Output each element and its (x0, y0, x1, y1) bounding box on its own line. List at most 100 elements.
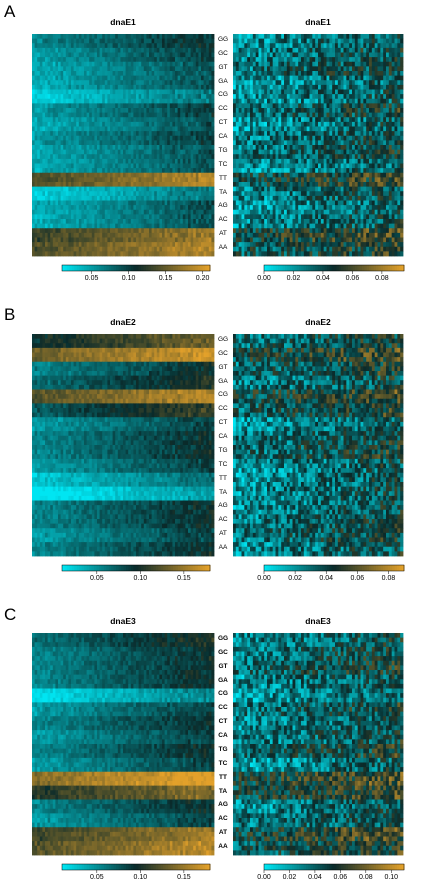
heatmap-cell (73, 94, 77, 100)
heatmap-cell (55, 117, 59, 123)
heatmap-cell (352, 75, 356, 81)
heatmap-cell (58, 47, 61, 53)
heatmap-cell (267, 71, 271, 77)
heatmap-cell (289, 84, 293, 90)
heatmap-cell (335, 121, 339, 127)
heatmap-cell (162, 149, 165, 155)
heatmap-cell (272, 89, 276, 95)
heatmap-cell (154, 172, 158, 178)
heatmap-cell (337, 43, 342, 49)
heatmap-cell (182, 232, 186, 238)
heatmap-cell (71, 195, 74, 201)
heatmap-cell (326, 131, 330, 137)
heatmap-cell (391, 43, 395, 49)
heatmap-cell (175, 57, 178, 63)
heatmap-cell (203, 71, 207, 77)
heatmap-cell (162, 66, 165, 72)
heatmap-cell (185, 191, 189, 197)
heatmap-cell (162, 182, 165, 188)
heatmap-cell (65, 75, 69, 81)
heatmap-cell (143, 103, 147, 109)
heatmap-cell (182, 98, 186, 104)
heatmap-cell (180, 242, 184, 248)
heatmap-cell (267, 94, 271, 100)
heatmap-cell (275, 131, 279, 137)
heatmap-cell (138, 145, 142, 151)
heatmap-cell (369, 57, 373, 63)
heatmap-cell (377, 43, 381, 49)
heatmap-cell (112, 71, 116, 77)
heatmap-cell (167, 223, 171, 229)
heatmap-cell (233, 131, 237, 137)
heatmap-cell (201, 246, 204, 252)
heatmap-cell (343, 103, 347, 109)
heatmap-cell (188, 246, 191, 252)
heatmap-cell (278, 57, 282, 63)
heatmap-cell (63, 43, 67, 49)
heatmap-cell (149, 163, 152, 169)
heatmap-cell (272, 47, 276, 53)
heatmap-cell (34, 38, 38, 44)
heatmap-cell (84, 209, 87, 215)
heatmap-cell (193, 98, 197, 104)
heatmap-cell (154, 163, 158, 169)
heatmap-cell (182, 71, 186, 77)
heatmap-cell (241, 94, 245, 100)
heatmap-cell (112, 131, 116, 137)
heatmap-cell (99, 145, 103, 151)
heatmap-cell (110, 52, 113, 58)
heatmap-cell (37, 182, 41, 188)
heatmap-cell (188, 172, 191, 178)
heatmap-cell (340, 103, 344, 109)
heatmap-cell (128, 200, 132, 206)
heatmap-cell (400, 98, 404, 104)
heatmap-cell (329, 154, 333, 160)
heatmap-cell (39, 80, 43, 86)
heatmap-cell (159, 89, 163, 95)
heatmap-cell (169, 195, 173, 201)
heatmap-cell (301, 121, 305, 127)
heatmap-cell (63, 195, 67, 201)
heatmap-cell (141, 66, 145, 72)
heatmap-cell (73, 61, 77, 67)
heatmap-cell (349, 80, 353, 86)
heatmap-cell (102, 145, 106, 151)
heatmap-cell (195, 209, 199, 215)
heatmap-cell (278, 38, 282, 44)
heatmap-cell (332, 84, 336, 90)
heatmap-cell (195, 145, 199, 151)
heatmap-cell (241, 140, 245, 146)
heatmap-cell (247, 94, 251, 100)
heatmap-cell (377, 71, 381, 77)
heatmap-cell (151, 131, 155, 137)
heatmap-cell (63, 121, 67, 127)
heatmap-cell (60, 200, 64, 206)
heatmap-cell (151, 103, 155, 109)
heatmap-cell (211, 242, 215, 248)
heatmap-cell (112, 66, 116, 72)
heatmap-cell (326, 149, 330, 155)
heatmap-cell (201, 94, 204, 100)
heatmap-cell (65, 112, 69, 118)
heatmap-cell (97, 168, 100, 174)
heatmap-cell (34, 195, 38, 201)
heatmap-cell (182, 75, 186, 81)
heatmap-cell (84, 158, 87, 164)
heatmap-cell (37, 57, 41, 63)
heatmap-cell (203, 140, 207, 146)
heatmap-cell (125, 75, 129, 81)
heatmap-cell (346, 71, 350, 77)
heatmap-cell (99, 242, 103, 248)
heatmap-cell (301, 112, 305, 118)
heatmap-cell (97, 135, 100, 141)
heatmap-cell (357, 52, 361, 58)
heatmap-cell (32, 140, 35, 146)
heatmap-cell (195, 89, 199, 95)
heatmap-cell (337, 38, 342, 44)
heatmap-cell (272, 158, 276, 164)
heatmap-cell (32, 223, 35, 229)
heatmap-cell (206, 75, 210, 81)
heatmap-cell (47, 103, 51, 109)
heatmap-cell (138, 131, 142, 137)
heatmap-cell (309, 108, 313, 114)
